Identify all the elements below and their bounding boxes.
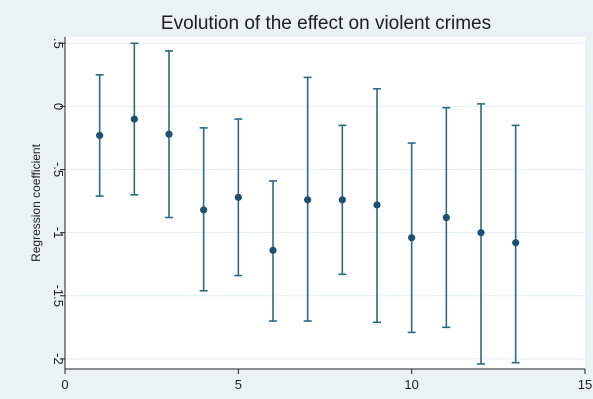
plot-area — [65, 37, 585, 369]
y-tick-label: -2 — [51, 353, 66, 365]
data-point — [442, 213, 450, 222]
y-tick-label: 0 — [51, 103, 66, 110]
data-point — [338, 196, 346, 204]
data-point — [130, 115, 138, 123]
y-tick-label: -1.5 — [51, 285, 66, 307]
chart-title: Evolution of the effect on violent crime… — [161, 13, 491, 34]
y-axis-ticks: .5 0 -.5 -1 -1.5 -2 — [51, 38, 66, 365]
y-axis-label: Regression coefficient — [29, 143, 43, 262]
data-point — [234, 193, 242, 201]
x-axis-ticks: 0 5 10 15 — [61, 369, 592, 392]
data-point — [304, 196, 312, 204]
y-tick-label: -1 — [51, 227, 66, 239]
y-tick-label: .5 — [51, 38, 66, 49]
x-tick-label: 10 — [404, 377, 418, 392]
data-point — [165, 130, 173, 138]
y-tick-label: -.5 — [51, 162, 66, 177]
data-point — [373, 201, 381, 209]
grid-lines — [65, 42, 585, 360]
data-point — [96, 131, 104, 140]
data-point — [200, 206, 208, 214]
x-tick-label: 15 — [578, 377, 592, 392]
x-tick-label: 5 — [235, 377, 242, 392]
data-point — [269, 246, 277, 254]
data-point — [408, 234, 416, 242]
x-tick-label: 0 — [61, 377, 68, 392]
data-point — [512, 239, 520, 247]
data-points — [96, 115, 520, 254]
data-point — [477, 229, 485, 237]
